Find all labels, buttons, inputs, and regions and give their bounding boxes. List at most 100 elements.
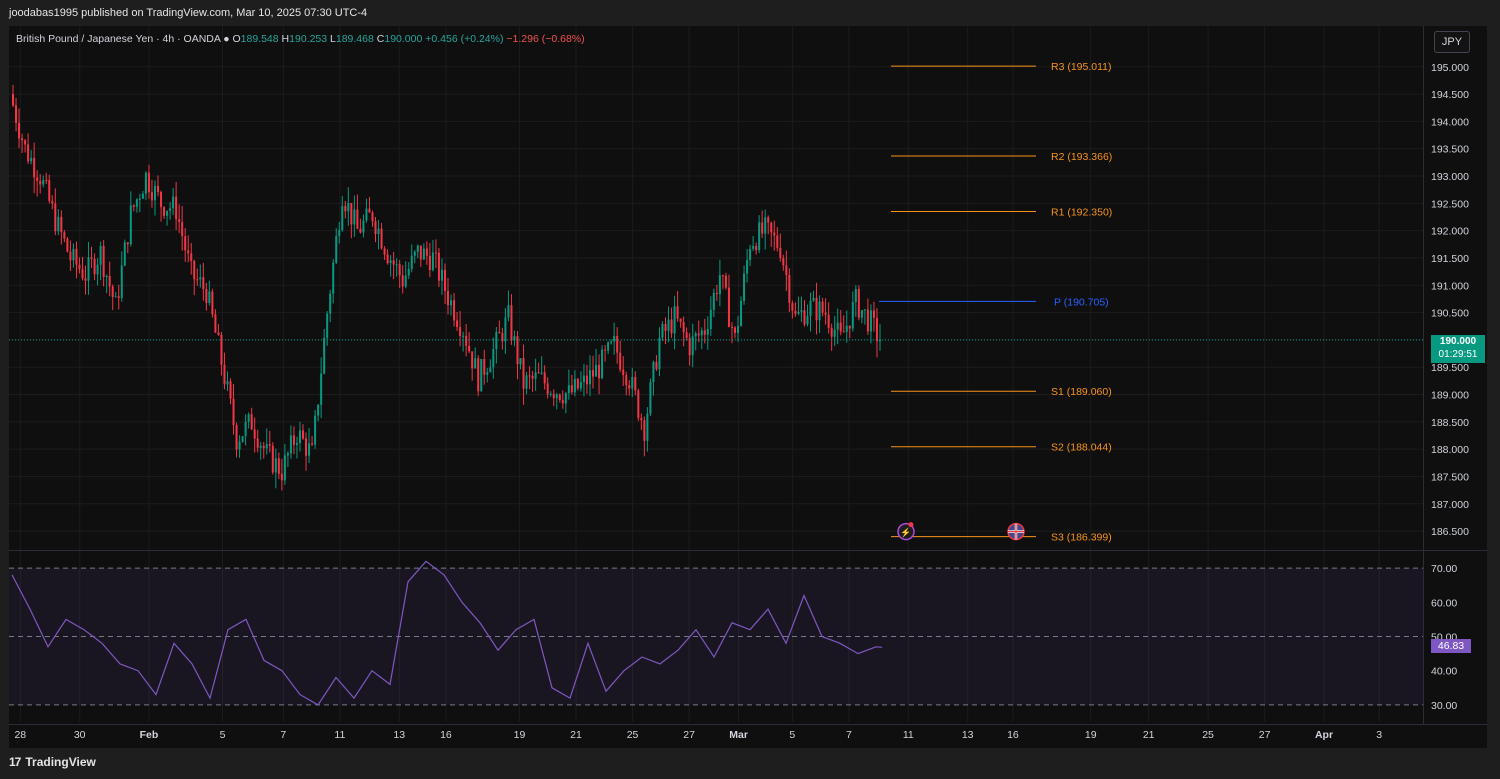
candle-body [87, 257, 90, 281]
candle-body [428, 255, 431, 271]
time-axis-tick: 3 [1376, 729, 1382, 741]
candle-body [456, 320, 459, 328]
chart-svg[interactable]: R3 (195.011) R2 (193.366) R1 (192.350) P (1… [9, 26, 1487, 748]
candle-body [105, 275, 108, 277]
candle-body [818, 301, 821, 321]
candle-body [827, 314, 830, 328]
candle-body [208, 291, 211, 303]
candle-body [585, 375, 588, 385]
pivot-label: S2 (188.044) [1051, 442, 1112, 454]
candle-body [75, 248, 78, 265]
candle-body [718, 275, 721, 295]
candle-body [377, 228, 380, 235]
candle-body [298, 430, 301, 444]
candle-body [166, 210, 169, 216]
candle-body [362, 220, 365, 233]
candle-body [196, 279, 199, 281]
candle-body [601, 349, 604, 379]
symbol-name[interactable]: British Pound / Japanese Yen · 4h · OAND… [16, 33, 221, 45]
candle-body [422, 248, 425, 260]
candle-body [694, 333, 697, 337]
candle-body [794, 310, 797, 314]
candle-body [715, 292, 718, 295]
price-axis-tick: 189.500 [1431, 362, 1469, 374]
candle-body [265, 444, 268, 449]
candle-body [63, 232, 66, 239]
candle-body [283, 455, 286, 481]
published-caption: joodabas1995 published on TradingView.co… [9, 7, 368, 19]
candle-body [848, 325, 851, 329]
last-price-tag: 190.000 01:29:51 [1431, 335, 1485, 363]
candle-body [788, 275, 791, 304]
candle-body [12, 94, 15, 106]
candle-body [353, 209, 356, 225]
candle-body [724, 275, 727, 288]
candle-body [187, 250, 190, 254]
candle-body [625, 375, 628, 386]
candle-body [329, 293, 332, 314]
candle-body [308, 443, 311, 456]
close-value: 190.000 [384, 33, 423, 45]
candle-body [501, 333, 504, 342]
candle-body [311, 443, 314, 445]
candle-body [700, 330, 703, 336]
time-axis-tick: 11 [903, 729, 914, 741]
candle-body [462, 335, 465, 337]
tradingview-logo[interactable]: 17 TradingView [9, 755, 96, 769]
candle-body [374, 221, 377, 235]
candle-body [468, 345, 471, 352]
candle-body [54, 203, 57, 232]
candle-body [368, 208, 371, 213]
time-axis-tick: 27 [683, 729, 695, 741]
close-label: C [376, 33, 385, 45]
tradingview-logo-icon: 17 [9, 755, 21, 769]
candle-body [111, 286, 114, 298]
candle-body [815, 297, 818, 321]
lightning-event-icon[interactable] [897, 522, 915, 541]
candle-body [546, 383, 549, 395]
candle-body [730, 326, 733, 328]
candle-body [782, 257, 785, 266]
candle-body [410, 255, 413, 269]
candle-body [519, 358, 522, 365]
candle-body [268, 444, 271, 446]
candle-body [81, 269, 84, 279]
price-axis-tick: 190.500 [1431, 308, 1469, 320]
candle-body [141, 193, 144, 199]
candle-body [525, 375, 528, 389]
event-dot [908, 522, 914, 528]
candle-body [416, 245, 419, 252]
candle-body [682, 322, 685, 333]
candle-body [465, 335, 468, 346]
bottom-bar [0, 749, 1500, 779]
candle-body [854, 288, 857, 302]
candle-body [99, 246, 102, 265]
price-axis-tick: 195.000 [1431, 62, 1469, 74]
candle-body [280, 473, 283, 481]
day-change-value: −1.296 (−0.68%) [506, 33, 585, 45]
price-axis-tick: 188.500 [1431, 417, 1469, 429]
candle-body [241, 436, 244, 442]
candle-body [706, 328, 709, 335]
price-axis-tick: 188.000 [1431, 444, 1469, 456]
chart-frame[interactable]: R3 (195.011) R2 (193.366) R1 (192.350) P (1… [9, 26, 1487, 748]
candle-body [534, 372, 537, 379]
symbol-legend[interactable]: British Pound / Japanese Yen · 4h · OAND… [16, 33, 585, 45]
candle-body [172, 196, 175, 209]
price-axis-tick: 191.000 [1431, 280, 1469, 292]
candle-body [286, 453, 289, 456]
candle-body [483, 359, 486, 375]
pivot-label: P (190.705) [1054, 296, 1109, 308]
candle-body [30, 157, 33, 162]
price-axis-tick: 193.000 [1431, 171, 1469, 183]
candle-body [160, 191, 163, 208]
currency-button[interactable]: JPY [1434, 31, 1470, 53]
candle-body [670, 319, 673, 334]
candle-body [347, 203, 350, 212]
time-axis-tick: 21 [1143, 729, 1155, 741]
candle-body [434, 252, 437, 254]
candle-body [655, 361, 658, 370]
candle-body [407, 268, 410, 276]
candle-body [667, 319, 670, 331]
candle-body [341, 205, 344, 231]
